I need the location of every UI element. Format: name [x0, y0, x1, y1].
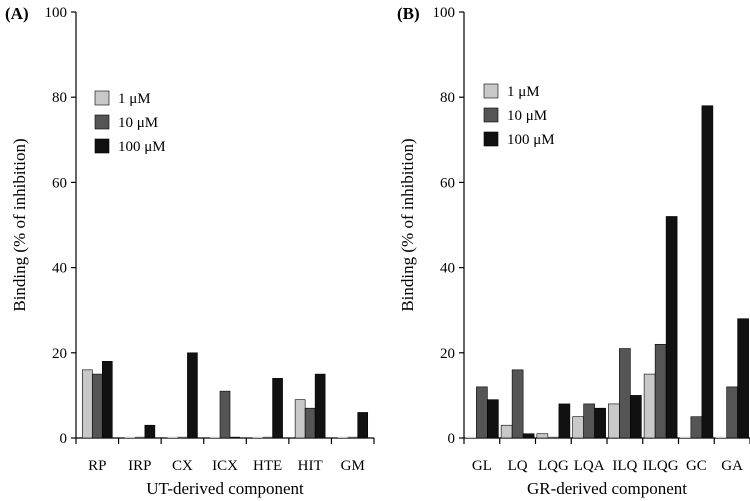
y-tick-label: 80 — [52, 90, 67, 106]
legend-label: 10 μM — [118, 115, 158, 131]
bar — [294, 399, 306, 439]
y-tick-label: 60 — [440, 175, 455, 191]
legend-label: 100 μM — [118, 139, 166, 155]
bar — [144, 424, 156, 439]
legend-swatch — [483, 131, 499, 147]
bar — [630, 395, 642, 439]
x-tick-label: ILQ — [612, 458, 637, 474]
legend-swatch — [483, 83, 499, 99]
bar — [608, 403, 620, 439]
bar — [81, 369, 93, 439]
legend-label: 10 μM — [507, 108, 547, 124]
bar — [357, 412, 369, 439]
bar — [177, 436, 188, 438]
bar — [572, 416, 584, 439]
bar — [304, 407, 316, 439]
bar — [230, 436, 240, 438]
panel-a-chart: (A) 0 20 40 60 80 100 Binding (% of inhibition)… — [5, 4, 375, 498]
bar — [547, 436, 559, 438]
y-tick-label: 80 — [440, 90, 455, 106]
bar — [643, 373, 656, 439]
x-tick-label: ICX — [212, 458, 238, 474]
y-tick-label: 40 — [440, 261, 455, 277]
y-tick-label: 20 — [52, 346, 67, 362]
x-axis-title: UT-derived component — [146, 479, 304, 498]
bar — [347, 436, 358, 438]
x-tick-label: GA — [721, 458, 743, 474]
x-tick-label: IRP — [128, 458, 151, 474]
bar — [665, 216, 678, 439]
x-tick-label: HTE — [253, 458, 282, 474]
y-tick-label: 40 — [52, 261, 67, 277]
y-axis-title: Binding (% of inhibition) — [10, 138, 29, 311]
bar — [337, 436, 348, 438]
x-tick-label: GC — [686, 458, 707, 474]
panel-b-chart: (B) 0 20 40 60 80 100 Binding (% of inhibition)… — [397, 4, 750, 498]
bar — [134, 436, 145, 438]
bar — [487, 399, 499, 439]
legend-label: 1 μM — [118, 91, 151, 107]
legend-label: 1 μM — [507, 84, 540, 100]
y-tick-label: 0 — [448, 431, 456, 447]
bar — [726, 386, 738, 439]
y-tick-label: 100 — [433, 5, 456, 21]
legend-swatch — [94, 90, 110, 106]
bar — [511, 369, 524, 439]
bar — [690, 416, 703, 439]
x-tick-label: LQG — [538, 458, 569, 474]
bar — [715, 436, 727, 438]
legend-swatch — [483, 107, 499, 123]
x-tick-label: ILQG — [643, 458, 679, 474]
x-axis-title: GR-derived component — [527, 479, 687, 498]
bar — [522, 433, 535, 439]
bar — [594, 407, 606, 439]
y-tick-label: 100 — [45, 5, 68, 21]
x-tick-label: GM — [341, 458, 365, 474]
bar — [252, 436, 263, 438]
x-tick-label: HIT — [298, 458, 323, 474]
bar — [124, 436, 135, 438]
bar — [210, 436, 220, 438]
bar — [476, 386, 488, 439]
bar — [619, 348, 631, 439]
x-tick-label: RP — [88, 458, 106, 474]
x-tick-label: CX — [172, 458, 193, 474]
x-tick-label: GL — [472, 458, 492, 474]
bar — [558, 403, 571, 439]
bar — [583, 403, 595, 439]
y-axis-title: Binding (% of inhibition) — [398, 138, 417, 311]
bar — [91, 373, 103, 439]
x-tick-label: LQA — [574, 458, 605, 474]
bar — [167, 436, 178, 438]
bar — [737, 318, 749, 439]
bar — [187, 352, 198, 439]
y-tick-label: 60 — [52, 175, 67, 191]
bar — [101, 361, 113, 439]
y-tick-label: 20 — [440, 346, 455, 362]
panel-label: (A) — [5, 4, 29, 23]
panel-label: (B) — [397, 4, 420, 23]
bar — [465, 436, 477, 438]
bar — [314, 373, 326, 439]
legend-swatch — [94, 138, 110, 154]
y-tick-label: 0 — [60, 431, 68, 447]
legend-label: 100 μM — [507, 132, 555, 148]
bar — [536, 433, 549, 439]
bar — [219, 390, 231, 439]
legend-swatch — [94, 114, 110, 130]
bar — [262, 436, 273, 438]
bar — [500, 424, 513, 439]
bar — [272, 378, 283, 439]
bar — [654, 343, 667, 439]
bar — [679, 436, 691, 438]
x-tick-label: LQ — [508, 458, 528, 474]
bar — [701, 105, 714, 439]
